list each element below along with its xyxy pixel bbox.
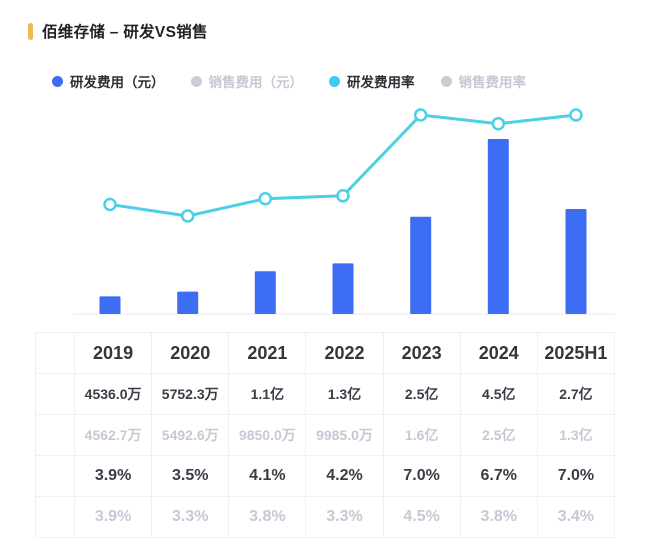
column-header-2024: 2024 [459, 332, 538, 374]
column-header-2022: 2022 [305, 332, 384, 374]
line-marker-2022[interactable] [336, 189, 350, 203]
page-title: 佰维存储 – 研发VS销售 [42, 24, 208, 41]
cell-2024: 6.7% [459, 455, 538, 497]
cell-2025H1: 3.4% [536, 496, 616, 538]
data-table: 2019 2020 2021 2022 2023 2024 2025H1 4536.0万 57… [35, 332, 616, 538]
cell-2022: 4.2% [305, 455, 384, 497]
legend-dot-icon [190, 75, 202, 87]
line-marker-2025H1[interactable] [569, 108, 583, 122]
line-marker-2020[interactable] [180, 209, 195, 223]
cell-2019: 3.9% [73, 496, 153, 538]
cell-2025H1: 2.7亿 [536, 373, 616, 415]
line-marker-2021[interactable] [258, 191, 273, 206]
column-header-2023: 2023 [382, 332, 461, 374]
cell-2019: 4536.0万 [73, 373, 153, 415]
legend-item-1[interactable]: 销售费用（元） [190, 71, 304, 91]
cell-2019: 3.9% [73, 455, 153, 497]
cell-2025H1: 7.0% [536, 455, 616, 497]
legend-item-3[interactable]: 销售费用率 [440, 71, 527, 91]
title-accent-bar [28, 22, 33, 40]
cell-2020: 3.3% [151, 496, 230, 538]
cell-2021: 4.1% [228, 455, 307, 497]
cell-2024: 2.5亿 [459, 414, 538, 456]
legend-label: 研发费用（元） [70, 75, 165, 90]
legend-item-0[interactable]: 研发费用（元） [52, 71, 165, 91]
legend-item-2[interactable]: 研发费用率 [329, 71, 415, 91]
chart-legend: 研发费用（元） 销售费用（元） 研发费用率 销售费用率 [52, 71, 526, 91]
table-header-row: 2019 2020 2021 2022 2023 2024 2025H1 [35, 332, 616, 374]
series-dot-cell [35, 373, 75, 415]
column-header-2021: 2021 [228, 332, 307, 374]
cell-2024: 3.8% [459, 496, 538, 538]
cell-2023: 4.5% [382, 496, 461, 538]
cell-2022: 1.3亿 [305, 373, 384, 415]
bar-2025H1[interactable] [565, 209, 587, 314]
legend-label: 销售费用率 [458, 75, 527, 90]
cell-2021: 1.1亿 [228, 373, 307, 415]
table-body: 4536.0万 5752.3万 1.1亿 1.3亿 2.5亿 4.5亿 2.7亿 4562.7… [35, 373, 616, 538]
page-title-row: 佰维存储 – 研发VS销售 [28, 20, 208, 42]
legend-dot-icon [52, 75, 63, 87]
table-corner-cell [35, 332, 75, 374]
column-header-2025H1: 2025H1 [536, 332, 616, 374]
line-marker-2019[interactable] [103, 197, 117, 212]
table-row-0: 4536.0万 5752.3万 1.1亿 1.3亿 2.5亿 4.5亿 2.7亿 [35, 373, 616, 415]
cell-2024: 4.5亿 [459, 373, 538, 415]
bar-2023[interactable] [410, 216, 432, 314]
table-row-3: 3.9% 3.3% 3.8% 3.3% 4.5% 3.8% 3.4% [35, 496, 616, 538]
line-marker-2024[interactable] [491, 116, 506, 131]
cell-2022: 9985.0万 [305, 414, 384, 456]
chart-area [0, 98, 650, 330]
series-dot-cell [35, 455, 75, 497]
bar-2021[interactable] [254, 271, 276, 314]
cell-2023: 7.0% [382, 455, 461, 497]
legend-label: 销售费用（元） [208, 75, 304, 90]
bar-series [99, 139, 587, 314]
legend-dot-icon [440, 75, 452, 87]
cell-2025H1: 1.3亿 [536, 414, 616, 456]
series-dot-cell [35, 496, 75, 538]
cell-2020: 5752.3万 [151, 373, 230, 415]
legend-label: 研发费用率 [347, 75, 415, 90]
cell-2020: 3.5% [151, 455, 230, 497]
cell-2020: 5492.6万 [151, 414, 230, 456]
legend-dot-icon [329, 75, 340, 87]
column-header-2020: 2020 [151, 332, 230, 374]
cell-2021: 3.8% [228, 496, 307, 538]
column-header-2019: 2019 [73, 332, 153, 374]
bar-2022[interactable] [332, 263, 354, 314]
table-row-2: 3.9% 3.5% 4.1% 4.2% 7.0% 6.7% 7.0% [35, 455, 616, 497]
bar-2024[interactable] [487, 139, 509, 314]
bar-line-chart [73, 108, 615, 315]
bar-2020[interactable] [177, 291, 199, 314]
cell-2023: 2.5亿 [382, 373, 461, 415]
cell-2022: 3.3% [305, 496, 384, 538]
line-marker-2023[interactable] [413, 108, 428, 122]
cell-2023: 1.6亿 [382, 414, 461, 456]
cell-2019: 4562.7万 [73, 414, 153, 456]
table-row-1: 4562.7万 5492.6万 9850.0万 9985.0万 1.6亿 2.5亿 1.3亿 [35, 414, 616, 456]
series-dot-cell [35, 414, 75, 456]
cell-2021: 9850.0万 [228, 414, 307, 456]
bar-2019[interactable] [99, 296, 121, 314]
